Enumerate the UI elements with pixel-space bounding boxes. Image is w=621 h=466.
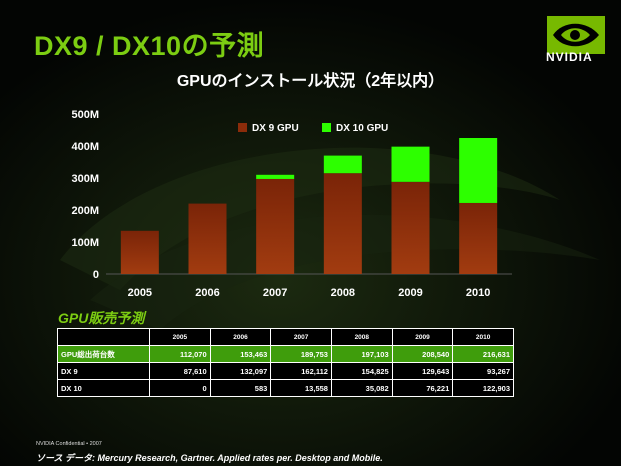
table-row-dx9: DX 9 87,610 132,097 162,112 154,825 129,… [57,362,514,380]
table-header-cell [57,328,150,346]
bar-dx-10-gpu [256,174,295,179]
bar-dx-9-gpu [391,181,430,274]
table-cell: 129,643 [391,362,454,380]
table-cell: 132,097 [209,362,272,380]
table-cell: 35,082 [330,379,393,397]
table-cell: 153,463 [209,345,272,363]
legend-label: DX 10 GPU [336,123,388,134]
table-header-cell: 2009 [391,328,454,346]
legend-label: DX 9 GPU [252,123,299,134]
table-header-cell: 2007 [270,328,332,346]
table-cell: 93,267 [452,362,514,380]
x-tick-label: 2006 [195,287,219,299]
bar-dx-9-gpu [188,203,227,274]
table-header-cell: 2010 [452,328,514,346]
table-cell: 583 [209,379,272,397]
confidential-note: NVIDIA Confidential • 2007 [36,441,102,447]
table-cell: 0 [149,379,211,397]
table-cell: 189,753 [270,345,332,363]
x-tick-label: 2005 [128,287,152,299]
logo-wordmark: NVIDIA [546,50,593,64]
row-label: GPU総出荷台数 [57,345,150,363]
table-header-cell: 2008 [330,328,393,346]
table-cell: 122,903 [452,379,514,397]
table-header-row: 2005 2006 2007 2008 2009 2010 [57,328,514,346]
y-tick-label: 300M [71,173,99,185]
y-tick-label: 500M [71,109,99,121]
table-cell: 154,825 [330,362,393,380]
sales-forecast-table: 2005 2006 2007 2008 2009 2010 GPU総出荷台数 1… [57,328,514,397]
legend-swatch [238,123,247,132]
x-tick-label: 2010 [466,287,490,299]
bar-dx-9-gpu [120,230,159,274]
table-cell: 76,221 [391,379,454,397]
bar-dx-10-gpu [391,146,430,182]
table-cell: 87,610 [149,362,211,380]
row-label: DX 10 [57,379,150,397]
table-title: GPU販売予測 [58,310,145,326]
table-row-dx10: DX 10 0 583 13,558 35,082 76,221 122,903 [57,379,514,397]
y-tick-label: 100M [71,237,99,249]
table-cell: 162,112 [270,362,332,380]
table-header-cell: 2006 [209,328,272,346]
table-row-total: GPU総出荷台数 112,070 153,463 189,753 197,103… [57,345,514,363]
row-label: DX 9 [57,362,150,380]
x-tick-label: 2007 [263,287,287,299]
y-tick-label: 400M [71,141,99,153]
x-tick-label: 2008 [331,287,355,299]
table-cell: 13,558 [270,379,332,397]
legend-swatch [322,123,331,132]
bar-dx-10-gpu [459,138,498,203]
source-note: ソース データ: Mercury Research, Gartner. Appl… [36,453,383,463]
chart-title: GPUのインストール状況（2年以内） [176,73,445,90]
y-tick-label: 0 [93,269,99,281]
table-cell: 216,631 [452,345,514,363]
table-cell: 208,540 [391,345,454,363]
bar-dx-10-gpu [323,155,362,174]
slide-title: DX9 / DX10の予測 [34,31,265,61]
bar-dx-9-gpu [323,173,362,274]
x-tick-label: 2009 [398,287,422,299]
table-header-cell: 2005 [149,328,211,346]
nvidia-eye-icon [547,16,605,54]
table-cell: 112,070 [149,345,211,363]
y-tick-label: 200M [71,205,99,217]
bar-dx-9-gpu [256,178,295,274]
bar-dx-9-gpu [459,202,498,274]
table-cell: 197,103 [330,345,393,363]
